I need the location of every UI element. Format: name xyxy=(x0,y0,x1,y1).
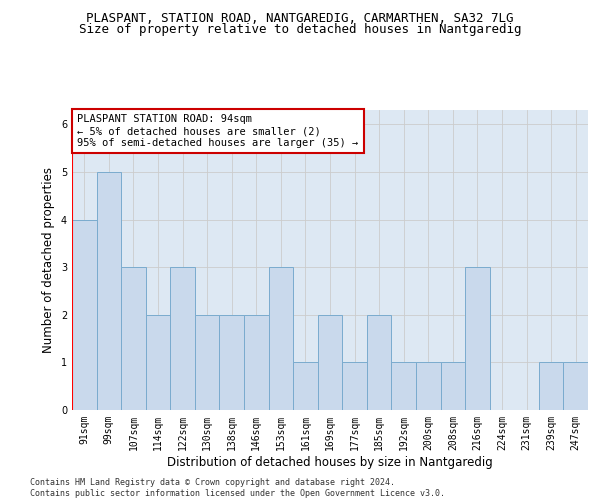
Bar xyxy=(195,315,220,410)
Bar xyxy=(563,362,588,410)
Text: Contains HM Land Registry data © Crown copyright and database right 2024.
Contai: Contains HM Land Registry data © Crown c… xyxy=(30,478,445,498)
Y-axis label: Number of detached properties: Number of detached properties xyxy=(43,167,55,353)
Bar xyxy=(121,267,146,410)
Text: Size of property relative to detached houses in Nantgaredig: Size of property relative to detached ho… xyxy=(79,22,521,36)
Text: PLASPANT STATION ROAD: 94sqm
← 5% of detached houses are smaller (2)
95% of semi: PLASPANT STATION ROAD: 94sqm ← 5% of det… xyxy=(77,114,358,148)
Bar xyxy=(465,267,490,410)
Bar xyxy=(293,362,318,410)
Bar xyxy=(146,315,170,410)
Bar xyxy=(170,267,195,410)
Bar xyxy=(416,362,440,410)
Bar xyxy=(220,315,244,410)
Text: PLASPANT, STATION ROAD, NANTGAREDIG, CARMARTHEN, SA32 7LG: PLASPANT, STATION ROAD, NANTGAREDIG, CAR… xyxy=(86,12,514,26)
Bar xyxy=(391,362,416,410)
Bar xyxy=(97,172,121,410)
Bar xyxy=(269,267,293,410)
Bar xyxy=(367,315,391,410)
X-axis label: Distribution of detached houses by size in Nantgaredig: Distribution of detached houses by size … xyxy=(167,456,493,468)
Bar xyxy=(440,362,465,410)
Bar xyxy=(342,362,367,410)
Bar xyxy=(539,362,563,410)
Bar xyxy=(244,315,269,410)
Bar xyxy=(72,220,97,410)
Bar xyxy=(318,315,342,410)
